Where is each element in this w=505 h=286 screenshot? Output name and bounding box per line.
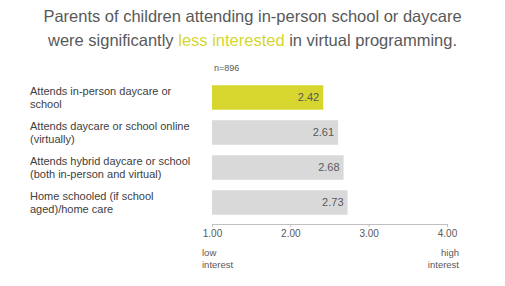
tick-mark <box>447 224 448 227</box>
data-label: 2.73 <box>322 196 343 208</box>
data-label: 2.68 <box>318 161 339 173</box>
note: n=896 <box>214 63 239 73</box>
axis-end-label: highinterest <box>428 247 460 270</box>
bar <box>212 155 344 180</box>
axis-line <box>213 225 448 228</box>
tick: 1.00 <box>203 224 223 239</box>
tick: 4.00 <box>438 224 458 239</box>
axis-end-label: lowinterest <box>202 247 234 270</box>
tick-mark <box>290 224 291 227</box>
bar <box>212 85 323 110</box>
x-axis: 1.00 2.00 3.00 4.00 <box>203 224 458 239</box>
data-label: 2.61 <box>313 126 334 138</box>
tick: 2.00 <box>281 224 301 239</box>
bars <box>212 85 348 215</box>
tick-label: 2.00 <box>281 228 301 239</box>
tick-mark <box>369 224 370 227</box>
data-label: 2.42 <box>298 91 319 103</box>
chart: Parents of children attending in-person … <box>0 0 505 286</box>
tick-label: 3.00 <box>359 228 379 239</box>
category-label: Attends daycare or school online(virtual… <box>30 120 190 145</box>
bar <box>212 120 338 145</box>
category-label: Attends in-person daycare orschool <box>30 85 172 110</box>
title: Parents of children attending in-person … <box>43 7 461 25</box>
category-label: Home schooled (if schoolaged)/home care <box>30 190 154 215</box>
bar <box>212 190 348 215</box>
title: were significantly less interested in vi… <box>47 31 457 49</box>
tick-label: 4.00 <box>438 228 458 239</box>
tick-label: 1.00 <box>203 228 223 239</box>
tick-mark <box>212 224 213 227</box>
tick: 3.00 <box>359 224 379 239</box>
category-label: Attends hybrid daycare or school(both in… <box>30 155 190 180</box>
